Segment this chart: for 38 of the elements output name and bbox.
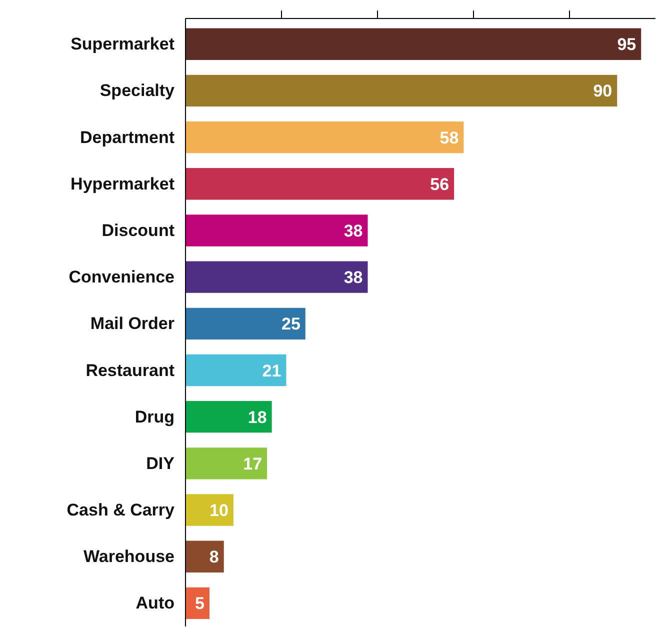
bar [186,540,224,572]
data-label: 5 [195,594,204,614]
data-label: 8 [209,548,219,567]
y-tick-label: Supermarket [70,34,175,54]
data-label: 58 [440,128,459,148]
y-tick-label: Convenience [68,268,174,287]
data-label: 18 [248,408,267,427]
bar [186,74,618,107]
bar [186,261,368,293]
y-tick-label: Restaurant [86,360,175,380]
y-tick-label: Hypermarket [70,174,175,194]
y-tick-label: Drug [134,407,175,426]
y-tick-label: Warehouse [84,547,175,566]
bar [186,214,368,246]
bar [186,28,642,60]
y-tick-label: DIY [146,454,176,473]
data-label: 25 [281,314,300,334]
y-tick-label: Cash & Carry [66,500,176,520]
bar [186,448,268,480]
y-tick-label: Specialty [100,81,176,100]
data-label: 95 [617,35,636,54]
y-tick-label: Discount [102,220,175,240]
data-label: 38 [344,268,363,288]
bar [186,121,464,154]
bar [186,168,454,200]
y-tick-label: Mail Order [90,314,175,334]
data-label: 38 [344,221,363,240]
bar [186,401,272,433]
data-label: 90 [593,82,612,101]
y-tick-label: Auto [136,594,175,613]
y-tick-label: Department [80,128,175,147]
bar [186,308,306,340]
data-label: 21 [262,361,282,380]
data-label: 56 [430,174,450,194]
data-label: 17 [243,454,262,474]
bar [186,494,234,526]
data-label: 10 [210,501,228,520]
bar [186,354,286,386]
